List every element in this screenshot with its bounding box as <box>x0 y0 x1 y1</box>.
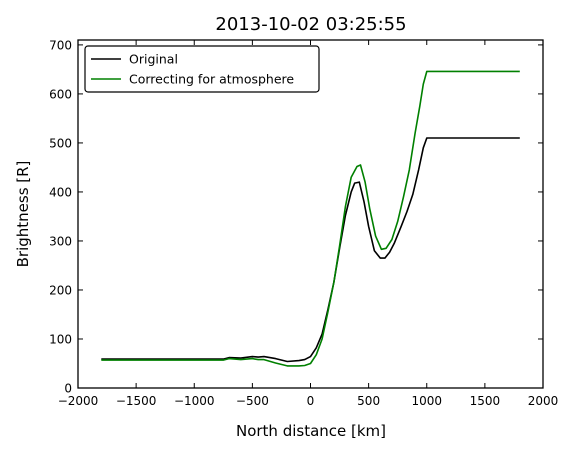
series-line-original <box>101 137 520 363</box>
x-tick-label: −1000 <box>174 394 215 408</box>
legend-label-original: Original <box>129 52 178 67</box>
series-layer <box>101 70 520 367</box>
chart-title: 2013-10-02 03:25:55 <box>215 14 406 35</box>
legend-box <box>84 45 320 93</box>
x-tick-label: 2000 <box>528 394 559 408</box>
x-axis-label: North distance [km] <box>236 422 386 440</box>
y-tick-label: 500 <box>49 136 72 150</box>
y-tick-label: 400 <box>49 185 72 199</box>
x-tick-label: 0 <box>307 394 315 408</box>
x-tick-label: 1000 <box>411 394 442 408</box>
legend: Original Correcting for atmosphere <box>84 45 320 93</box>
y-tick-label: 600 <box>49 87 72 101</box>
y-tick-label: 0 <box>64 382 72 396</box>
y-axis-label: Brightness [R] <box>14 161 32 268</box>
x-axis: −2000 −1500 −1000 −500 0 500 1000 1500 2000 <box>58 40 559 408</box>
y-tick-label: 100 <box>49 332 72 346</box>
x-tick-label: −500 <box>236 394 269 408</box>
y-axis: 0 100 200 300 400 500 600 700 <box>49 38 543 396</box>
y-tick-label: 700 <box>49 38 72 52</box>
x-tick-label: −2000 <box>58 394 99 408</box>
x-tick-label: 500 <box>357 394 380 408</box>
y-tick-label: 300 <box>49 234 72 248</box>
y-tick-label: 200 <box>49 283 72 297</box>
x-tick-label: 1500 <box>470 394 501 408</box>
legend-label-correcting: Correcting for atmosphere <box>129 72 294 87</box>
x-tick-label: −1500 <box>116 394 157 408</box>
series-line-correcting <box>101 70 520 367</box>
